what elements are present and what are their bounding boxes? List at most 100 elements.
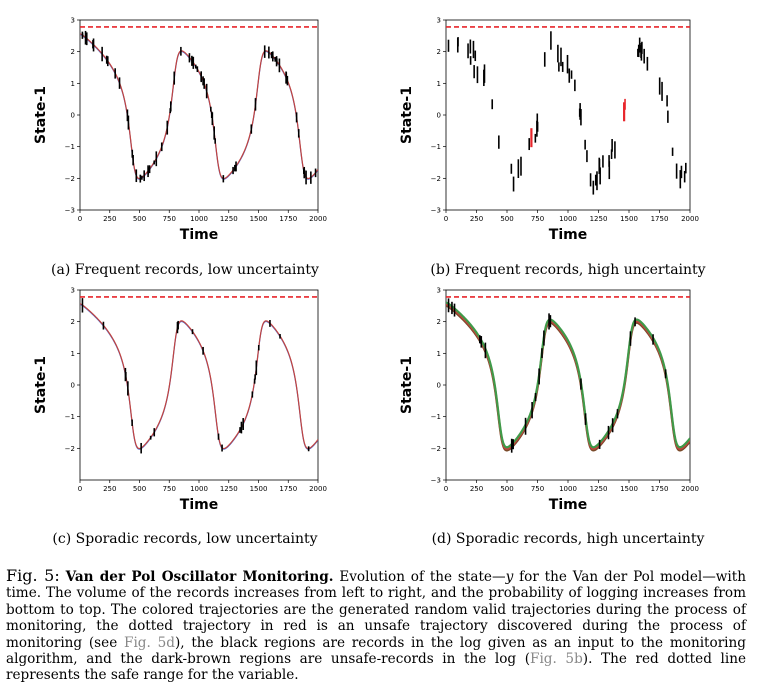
caption-text-3: ), the black regions are records in the … — [6, 634, 746, 668]
x-tick-label: 750 — [531, 215, 544, 223]
x-tick-label: 250 — [103, 485, 116, 493]
caption-text-1: Evolution of the state— — [339, 569, 506, 585]
y-tick-label: −1 — [431, 143, 441, 151]
y-tick-label: −2 — [431, 445, 441, 453]
x-tick-label: 1250 — [590, 215, 608, 223]
x-tick-label: 1500 — [620, 215, 638, 223]
chart-d: 0 250 500 750 1000 1250 1500 1750 2000 −3 −2 −1 0 1 2 3… — [399, 287, 699, 514]
plot-frame — [445, 289, 691, 481]
plot-content — [80, 298, 318, 454]
y-tick-label: 2 — [437, 48, 441, 56]
y-tick-label: 3 — [437, 17, 441, 25]
x-tick-label: 750 — [163, 215, 176, 223]
plot-frame — [79, 289, 319, 481]
plot-frame — [445, 19, 691, 211]
x-tick-label: 1000 — [190, 485, 208, 493]
trajectory-red — [446, 303, 690, 450]
y-tick-label: −3 — [65, 207, 75, 215]
y-tick-label: 0 — [437, 112, 441, 120]
subcaption-c: (c) Sporadic records, low uncertainty — [52, 531, 318, 547]
x-tick-label: 1750 — [651, 215, 669, 223]
figure-title: Van der Pol Oscillator Monitoring. — [65, 569, 334, 585]
x-tick-label: 1000 — [190, 215, 208, 223]
x-tick-label: 1250 — [220, 485, 238, 493]
caption-text-2: for the Van der Pol model—with time. The… — [6, 569, 747, 651]
x-tick-label: 2000 — [309, 215, 327, 223]
figure-ref-5b[interactable]: Fig. 5b — [530, 651, 583, 668]
subfigure-d: 0 250 500 750 1000 1250 1500 1750 2000 −3 −2 −1 0 1 2 3… — [383, 283, 753, 563]
y-tick-label: −2 — [65, 175, 75, 183]
chart-c: 0 250 500 750 1000 1250 1500 1750 2000 −2 −1 0 1 2 3 Ti… — [33, 287, 327, 514]
trajectory-green — [446, 301, 690, 449]
x-tick-label: 2000 — [681, 215, 699, 223]
x-tick-label: 500 — [133, 215, 146, 223]
x-tick-label: 0 — [78, 485, 82, 493]
x-tick-label: 500 — [500, 215, 513, 223]
y-axis-label: State-1 — [399, 356, 415, 414]
x-tick-label: 2000 — [309, 485, 327, 493]
subcaption-d: (d) Sporadic records, high uncertainty — [431, 531, 705, 547]
plot-content — [446, 298, 690, 453]
x-tick-label: 500 — [133, 485, 146, 493]
y-axis-label: State-1 — [33, 356, 49, 414]
y-tick-label: 1 — [71, 350, 75, 358]
y-tick-label: 3 — [71, 287, 75, 295]
subfigure-a: 0 250 500 750 1000 1250 1500 1750 2000 −3 −2 −1 0 1 2 3… — [0, 0, 370, 280]
x-tick-label: 1750 — [279, 215, 297, 223]
subcaption-a: (a) Frequent records, low uncertainty — [51, 262, 319, 278]
y-tick-label: 0 — [71, 112, 75, 120]
x-tick-label: 1000 — [559, 485, 577, 493]
x-axis-label: Time — [549, 227, 587, 243]
trajectory-red — [80, 303, 318, 450]
y-tick-label: −2 — [431, 175, 441, 183]
x-tick-label: 250 — [470, 215, 483, 223]
x-tick-label: 1500 — [620, 485, 638, 493]
y-axis-label: State-1 — [399, 86, 415, 144]
y-tick-label: 1 — [437, 80, 441, 88]
x-tick-label: 1000 — [559, 215, 577, 223]
x-tick-label: 1500 — [250, 485, 268, 493]
x-tick-label: 1250 — [220, 215, 238, 223]
x-axis-label: Time — [549, 497, 587, 513]
y-tick-label: 2 — [71, 48, 75, 56]
x-tick-label: 1500 — [250, 215, 268, 223]
trajectory-brown — [446, 304, 690, 452]
x-tick-label: 0 — [444, 485, 448, 493]
x-tick-label: 750 — [163, 485, 176, 493]
y-tick-label: −1 — [65, 413, 75, 421]
x-axis-label: Time — [180, 497, 218, 513]
x-tick-label: 0 — [78, 215, 82, 223]
subfigure-c: 0 250 500 750 1000 1250 1500 1750 2000 −2 −1 0 1 2 3 Ti… — [0, 283, 370, 563]
y-axis-label: State-1 — [33, 86, 49, 144]
y-tick-label: 2 — [437, 318, 441, 326]
trajectory-blue — [80, 33, 318, 180]
x-tick-label: 0 — [444, 215, 448, 223]
plot-frame — [79, 19, 319, 211]
y-tick-label: −1 — [65, 143, 75, 151]
y-tick-label: 1 — [71, 80, 75, 88]
x-tick-label: 2000 — [681, 485, 699, 493]
y-tick-label: 0 — [437, 382, 441, 390]
figure-label: Fig. 5: — [6, 566, 60, 585]
x-tick-label: 1250 — [590, 485, 608, 493]
y-tick-label: 3 — [437, 287, 441, 295]
x-tick-label: 1750 — [651, 485, 669, 493]
y-tick-label: −3 — [431, 477, 441, 485]
caption-variable: y — [505, 569, 514, 585]
chart-b: 0 250 500 750 1000 1250 1500 1750 2000 −3 −2 −1 0 1 2 3… — [399, 17, 699, 244]
subfigure-b: 0 250 500 750 1000 1250 1500 1750 2000 −3 −2 −1 0 1 2 3… — [383, 0, 753, 280]
trajectory-blue — [80, 303, 318, 450]
figure-caption: Fig. 5: Van der Pol Oscillator Monitorin… — [6, 566, 747, 684]
x-tick-label: 500 — [500, 485, 513, 493]
y-tick-label: −2 — [65, 445, 75, 453]
x-tick-label: 250 — [103, 215, 116, 223]
y-tick-label: 2 — [71, 318, 75, 326]
x-tick-label: 1750 — [279, 485, 297, 493]
y-tick-label: −3 — [431, 207, 441, 215]
y-tick-label: 1 — [437, 350, 441, 358]
x-tick-label: 750 — [531, 485, 544, 493]
plot-content — [80, 30, 318, 185]
subcaption-b: (b) Frequent records, high uncertainty — [430, 262, 706, 278]
trajectory-red — [80, 33, 318, 180]
figure-ref-5d[interactable]: Fig. 5d — [124, 634, 175, 651]
